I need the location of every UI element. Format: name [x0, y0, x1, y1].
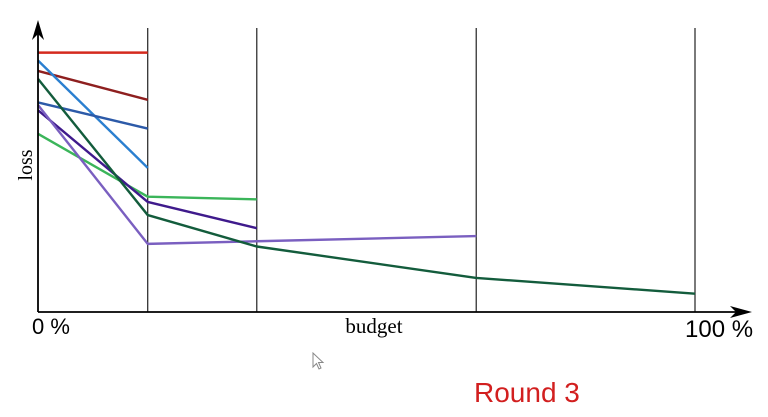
x-tick-start: 0 %	[32, 314, 70, 339]
checkpoint-lines	[147, 28, 696, 312]
axes	[32, 20, 752, 318]
series-line	[37, 69, 149, 101]
series-line	[37, 109, 258, 230]
x-tick-budget: budget	[345, 314, 402, 338]
y-axis-arrow	[32, 20, 44, 40]
round-label: Round 3	[474, 377, 580, 408]
series-layer	[37, 51, 696, 295]
series-line	[37, 104, 477, 246]
series-line	[37, 59, 149, 169]
y-axis-label: loss	[15, 149, 37, 180]
series-line	[37, 78, 696, 295]
series-line	[37, 132, 257, 201]
x-axis-arrow	[730, 306, 752, 318]
mouse-cursor-icon	[312, 351, 326, 377]
x-tick-end: 100 %	[685, 316, 753, 343]
series-line	[37, 101, 148, 130]
